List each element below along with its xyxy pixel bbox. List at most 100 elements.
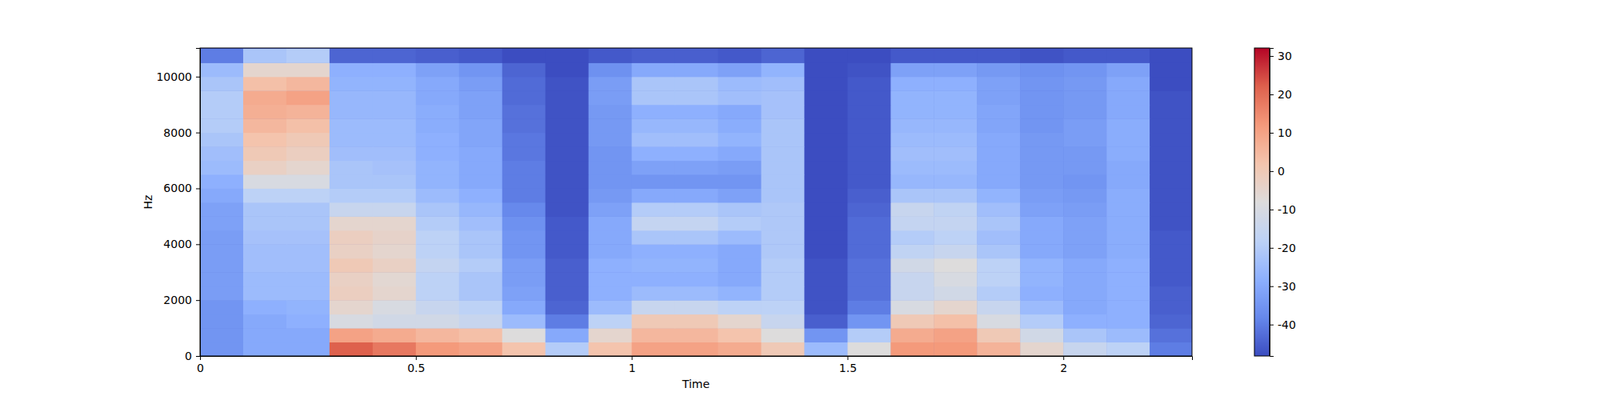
cell	[459, 188, 503, 203]
tick-label: -10	[1277, 203, 1296, 216]
tick-label: 30	[1277, 49, 1292, 63]
cell	[760, 342, 804, 356]
cell	[976, 160, 1020, 176]
cell	[1020, 216, 1064, 231]
cell	[890, 314, 934, 329]
cell	[933, 118, 977, 133]
tick-mark	[847, 356, 848, 360]
cell	[1106, 62, 1150, 77]
tick-mark	[416, 356, 417, 360]
cell	[329, 174, 373, 189]
tick-label: 1.5	[839, 361, 857, 375]
plot-background	[200, 48, 1192, 356]
tick-label: -30	[1277, 280, 1296, 293]
cell	[847, 314, 891, 329]
cell	[329, 314, 373, 329]
cell	[1106, 328, 1150, 343]
cell	[243, 188, 287, 203]
cell	[459, 132, 503, 148]
tick-mark	[1269, 94, 1274, 96]
cell	[329, 48, 373, 64]
cell	[372, 328, 416, 343]
cell	[286, 48, 330, 64]
cell	[1149, 328, 1192, 343]
tick: 8000	[163, 126, 200, 140]
x-axis-title: Time	[681, 377, 710, 391]
cell	[933, 216, 977, 231]
cell	[502, 76, 546, 92]
cell	[804, 174, 848, 189]
cell	[1063, 62, 1107, 77]
cell	[1063, 314, 1107, 329]
tick-label: 0	[196, 361, 204, 375]
cell	[804, 76, 848, 92]
cell	[933, 314, 977, 329]
cell	[760, 244, 804, 259]
cell	[1106, 342, 1150, 356]
cell	[545, 76, 589, 92]
tick: 1.5	[839, 356, 857, 375]
cell	[976, 202, 1020, 217]
cell	[1020, 132, 1064, 148]
cell	[243, 174, 287, 189]
tick: 0	[184, 349, 200, 363]
tick: 10000	[156, 70, 200, 84]
cell	[416, 146, 460, 161]
cell	[847, 258, 891, 273]
cell	[632, 258, 676, 273]
cell	[760, 90, 804, 105]
cell	[329, 272, 373, 287]
cell	[890, 230, 934, 245]
cell	[1020, 300, 1064, 315]
cell	[588, 300, 632, 315]
cell	[243, 286, 287, 301]
cell	[588, 258, 632, 273]
cell	[675, 202, 719, 217]
cell	[286, 342, 330, 356]
cell	[243, 202, 287, 217]
cell	[1149, 286, 1192, 301]
cell	[329, 188, 373, 203]
cell	[675, 188, 719, 203]
y-axis: 0200040006000800010000	[156, 48, 200, 363]
tick: 2000	[163, 293, 200, 307]
cell	[200, 328, 244, 343]
cell	[933, 230, 977, 245]
cell	[416, 104, 460, 120]
cell	[675, 62, 719, 77]
cell	[1149, 160, 1192, 176]
cell	[372, 76, 416, 92]
cell	[718, 216, 762, 231]
cell	[1149, 174, 1192, 189]
cell	[545, 272, 589, 287]
cell	[804, 230, 848, 245]
cell	[760, 48, 804, 64]
cell	[588, 62, 632, 77]
cell	[416, 328, 460, 343]
cell	[545, 160, 589, 176]
cell	[718, 328, 762, 343]
cell	[890, 300, 934, 315]
cell	[1106, 174, 1150, 189]
cell	[243, 300, 287, 315]
cell	[286, 230, 330, 245]
cell	[675, 300, 719, 315]
cell	[847, 328, 891, 343]
cell	[1063, 160, 1107, 176]
cell	[1020, 118, 1064, 133]
cell	[675, 48, 719, 64]
cell	[1020, 230, 1064, 245]
tick: 0	[1269, 164, 1285, 178]
cell	[933, 90, 977, 105]
cell	[329, 300, 373, 315]
cell	[1106, 160, 1150, 176]
cell	[459, 76, 503, 92]
cell	[588, 216, 632, 231]
cell	[286, 146, 330, 161]
cell	[329, 286, 373, 301]
cell	[632, 272, 676, 287]
cell	[1020, 202, 1064, 217]
cell	[502, 244, 546, 259]
cell	[847, 76, 891, 92]
cell	[804, 286, 848, 301]
